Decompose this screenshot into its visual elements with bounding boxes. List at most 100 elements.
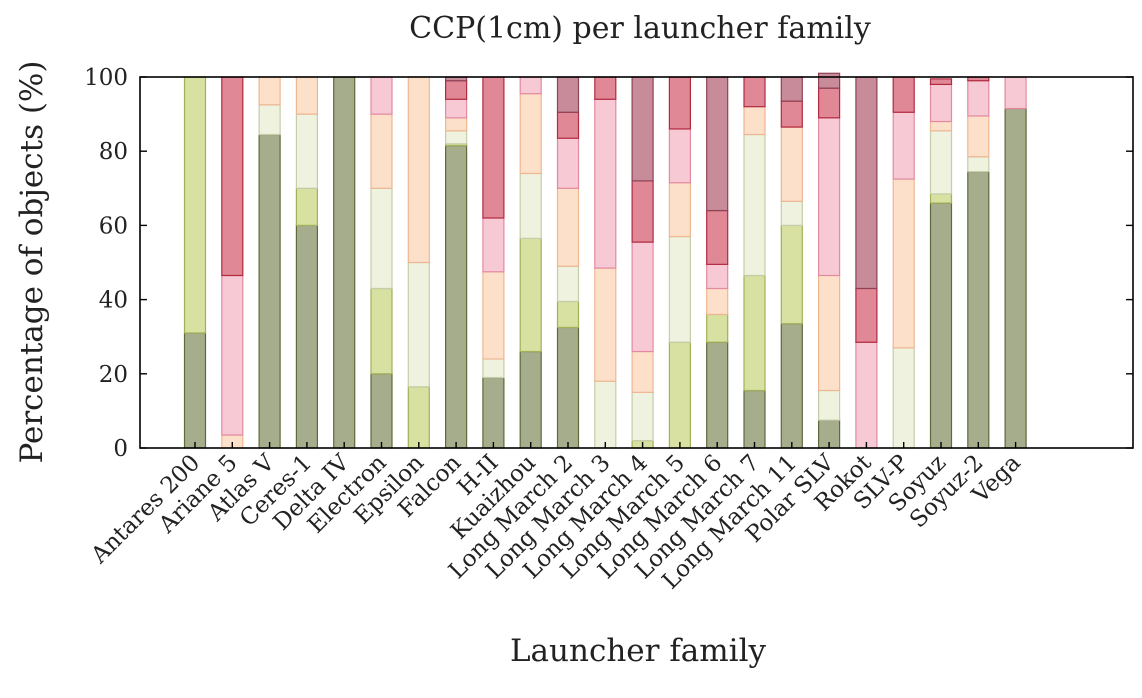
- bar-segment: [631, 241, 654, 353]
- bar-segment: [967, 171, 990, 449]
- bar-segment: [855, 287, 878, 343]
- bar-segment: [668, 76, 692, 130]
- y-tick-label: 80: [99, 139, 128, 165]
- bar-segment: [519, 76, 542, 95]
- bar-segment: [556, 111, 580, 139]
- bar-segment: [706, 76, 729, 212]
- bar-segment: [929, 78, 953, 86]
- bar-segment: [445, 80, 468, 100]
- bar-segment: [370, 113, 393, 189]
- bar-segment: [706, 209, 729, 265]
- bar-segment: [482, 271, 505, 360]
- bar-segment: [780, 126, 803, 202]
- bar-segment: [258, 76, 281, 106]
- bar-segment: [295, 113, 318, 189]
- bar-segment: [482, 76, 505, 219]
- bar-segment: [817, 72, 841, 89]
- bar-segment: [556, 265, 580, 303]
- bar-segment: [445, 117, 468, 132]
- bar-segment: [706, 341, 729, 449]
- bar-segment: [743, 106, 766, 136]
- bar-segment: [817, 117, 841, 277]
- bar-segment: [967, 80, 990, 117]
- bar-segment: [706, 287, 729, 316]
- y-tick-label: 0: [113, 436, 128, 462]
- bar-segment: [967, 115, 990, 158]
- bar-segment: [183, 332, 207, 449]
- bar-segment: [221, 76, 244, 277]
- bar-segment: [780, 76, 803, 102]
- bar-segment: [445, 98, 468, 119]
- bar-segment: [407, 386, 430, 449]
- bar-segment: [668, 128, 692, 184]
- bar-segment: [519, 93, 542, 175]
- bar-segment: [183, 76, 207, 334]
- bar-segment: [929, 202, 953, 449]
- bar-segment: [370, 287, 393, 375]
- bar-segment: [631, 76, 654, 182]
- bar-segment: [892, 178, 915, 349]
- bar-segment: [743, 133, 766, 277]
- bar-segment: [370, 76, 393, 115]
- bar-segment: [519, 350, 542, 449]
- bar-segment: [631, 180, 654, 243]
- plot-frame: [139, 76, 1134, 449]
- bar-segment: [482, 217, 505, 273]
- bar-segment: [631, 391, 654, 442]
- bar-segment: [556, 76, 580, 113]
- bar-segment: [370, 187, 393, 290]
- bars-layer: [183, 72, 1027, 449]
- x-axis-label: Launcher family: [510, 633, 767, 669]
- bar-segment: [445, 130, 468, 145]
- bar-segment: [929, 83, 953, 123]
- bar-segment: [929, 193, 953, 204]
- bar-segment: [556, 187, 580, 267]
- y-tick-label: 60: [99, 213, 128, 239]
- bar-segment: [855, 341, 878, 449]
- bar-segment: [780, 200, 803, 226]
- bar-segment: [892, 76, 915, 113]
- bar-segment: [817, 87, 841, 119]
- bar-segment: [594, 267, 617, 382]
- bar-segment: [519, 172, 542, 239]
- bar-segment: [556, 300, 580, 329]
- bar-segment: [668, 235, 692, 343]
- bar-segment: [445, 145, 468, 449]
- bar-segment: [967, 156, 990, 173]
- y-axis-ticks: 0 20 40 60 80 100: [84, 65, 1133, 462]
- bar-segment: [780, 323, 803, 449]
- bar-segment: [631, 350, 654, 393]
- bar-segment: [556, 137, 580, 189]
- bar-segment: [706, 263, 729, 290]
- bar-segment: [929, 130, 953, 195]
- bar-segment: [780, 100, 803, 128]
- bar-segment: [668, 182, 692, 238]
- y-axis-label: Percentage of objects (%): [14, 61, 50, 464]
- bar-segment: [407, 261, 430, 388]
- bar-segment: [1004, 76, 1027, 110]
- bar-segment: [780, 224, 803, 325]
- bar-segment: [817, 274, 841, 392]
- bar-segment: [370, 373, 393, 449]
- bar-segment: [295, 187, 318, 227]
- bar-segment: [594, 76, 617, 100]
- bar-segment: [743, 389, 766, 449]
- bar-segment: [743, 274, 766, 392]
- bar-segment: [892, 347, 915, 449]
- bar-segment: [706, 313, 729, 343]
- y-tick-label: 20: [99, 362, 128, 388]
- bar-segment: [817, 389, 841, 421]
- bar-segment: [668, 341, 692, 449]
- bar-segment: [556, 326, 580, 449]
- chart-title: CCP(1cm) per launcher family: [409, 11, 871, 46]
- bar-segment: [258, 104, 281, 136]
- bar-segment: [594, 380, 617, 449]
- y-tick-label: 40: [99, 288, 128, 314]
- bar-segment: [295, 224, 318, 449]
- y-tick-label: 100: [84, 65, 128, 91]
- bar-segment: [407, 76, 430, 264]
- bar-segment: [221, 274, 244, 436]
